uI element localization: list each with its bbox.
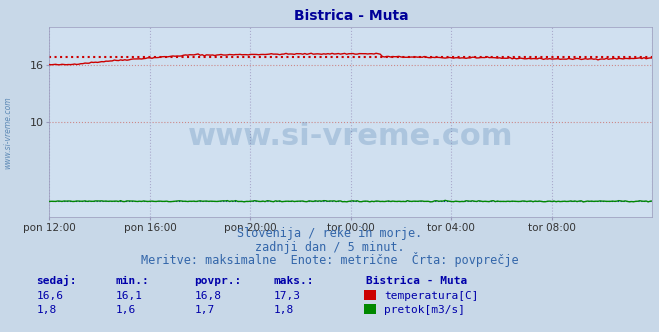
Text: sedaj:: sedaj: [36, 275, 76, 286]
Text: povpr.:: povpr.: [194, 276, 242, 286]
Text: min.:: min.: [115, 276, 149, 286]
Text: 1,8: 1,8 [36, 305, 57, 315]
Title: Bistrica - Muta: Bistrica - Muta [294, 9, 408, 23]
Text: 1,8: 1,8 [273, 305, 294, 315]
Text: 16,6: 16,6 [36, 291, 63, 301]
Text: zadnji dan / 5 minut.: zadnji dan / 5 minut. [254, 241, 405, 254]
Text: temperatura[C]: temperatura[C] [384, 291, 478, 301]
Text: www.si-vreme.com: www.si-vreme.com [188, 122, 513, 151]
Text: 16,8: 16,8 [194, 291, 221, 301]
Text: Slovenija / reke in morje.: Slovenija / reke in morje. [237, 227, 422, 240]
Text: 1,6: 1,6 [115, 305, 136, 315]
Text: Bistrica - Muta: Bistrica - Muta [366, 276, 467, 286]
Text: 1,7: 1,7 [194, 305, 215, 315]
Text: maks.:: maks.: [273, 276, 314, 286]
Text: Meritve: maksimalne  Enote: metrične  Črta: povprečje: Meritve: maksimalne Enote: metrične Črta… [140, 252, 519, 267]
Text: 16,1: 16,1 [115, 291, 142, 301]
Text: 17,3: 17,3 [273, 291, 301, 301]
Text: www.si-vreme.com: www.si-vreme.com [3, 97, 13, 169]
Text: pretok[m3/s]: pretok[m3/s] [384, 305, 465, 315]
